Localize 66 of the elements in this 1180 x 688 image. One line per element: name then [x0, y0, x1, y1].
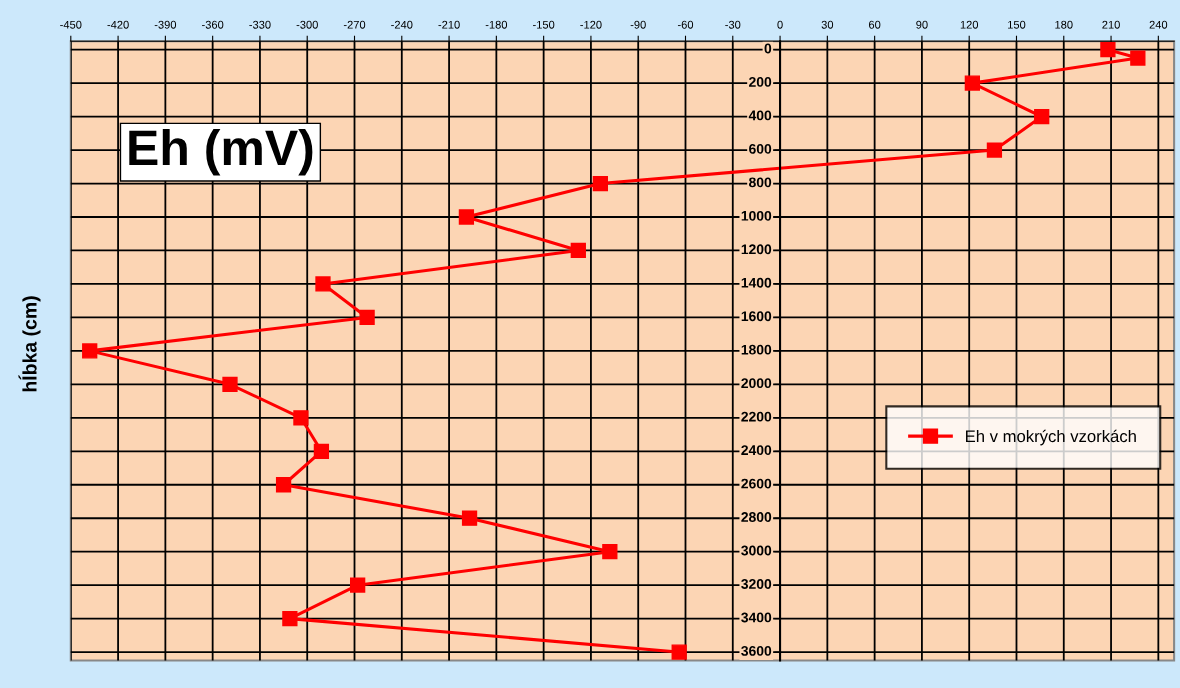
- x-tick-label: 60: [869, 20, 881, 29]
- x-tick-label: 120: [960, 20, 979, 29]
- x-tick-label: 30: [821, 20, 834, 29]
- point: [964, 75, 980, 91]
- x-tick-label: -60: [677, 20, 694, 29]
- point: [1130, 50, 1146, 66]
- legend-label: Eh v mokrých vzorkách: [966, 429, 1136, 446]
- y-tick-label: 200: [749, 77, 772, 87]
- y-tick-label: 1000: [741, 210, 772, 221]
- point: [602, 544, 618, 560]
- x-tick-label: 0: [777, 20, 783, 29]
- point: [359, 309, 375, 326]
- x-tick-label: -330: [249, 20, 271, 29]
- x-tick-label: 90: [916, 20, 928, 29]
- y-tick-label: 3400: [741, 612, 772, 623]
- point: [570, 242, 586, 259]
- x-tick-label: -420: [107, 20, 129, 29]
- point: [461, 510, 478, 526]
- point: [293, 410, 309, 426]
- y-tick-label: 1200: [741, 244, 772, 255]
- x-tick-label: 210: [1102, 20, 1120, 29]
- x-tick-label: 240: [1149, 20, 1168, 29]
- point: [282, 611, 298, 627]
- text: Eh (mV): [129, 128, 313, 176]
- x-tick-label: -240: [391, 20, 413, 29]
- point: [313, 443, 330, 459]
- point: [82, 343, 98, 359]
- y-axis-title: hĺbka (cm): [18, 296, 41, 392]
- point: [275, 477, 292, 493]
- y-tick-label: 2000: [741, 378, 772, 389]
- point: [671, 644, 687, 660]
- x-tick-label: -120: [580, 20, 602, 29]
- point: [986, 142, 1003, 158]
- y-tick-label: 1800: [741, 344, 772, 355]
- y-tick-label: 0: [764, 43, 772, 54]
- y-tick-label: 800: [749, 177, 772, 188]
- y-tick-label: 1400: [741, 277, 772, 288]
- y-tick-label: 3000: [741, 545, 772, 556]
- y-tick-label: 3600: [741, 646, 772, 656]
- x-tick-label: -210: [438, 20, 460, 29]
- x-tick-label: -150: [533, 20, 555, 29]
- x-tick-label: -270: [343, 20, 366, 29]
- point: [1100, 42, 1116, 58]
- x-tick-label: -30: [725, 20, 741, 29]
- point: [458, 209, 475, 225]
- x-tick-label: -450: [60, 20, 82, 29]
- y-tick-label: 2200: [741, 411, 772, 422]
- y-tick-label: 3200: [741, 579, 772, 589]
- point: [592, 175, 609, 192]
- point: [222, 376, 238, 392]
- x-tick-label: 180: [1055, 20, 1073, 29]
- y-tick-label: 2400: [741, 445, 772, 456]
- point: [1034, 108, 1050, 125]
- point: [315, 276, 331, 292]
- x-tick-label: 150: [1008, 20, 1026, 29]
- y-tick-label: 600: [749, 143, 772, 154]
- x-tick-label: -360: [202, 20, 224, 29]
- x-tick-label: -180: [485, 20, 508, 29]
- point: [350, 577, 366, 593]
- y-tick-label: 2800: [741, 512, 772, 522]
- y-tick-label: 1600: [741, 311, 772, 322]
- y-tick-label: 400: [748, 110, 772, 121]
- x-tick-label: -300: [296, 20, 318, 29]
- x-tick-label: -390: [154, 20, 177, 29]
- y-tick-label: 2600: [741, 478, 772, 489]
- x-tick-label: -90: [630, 20, 646, 29]
